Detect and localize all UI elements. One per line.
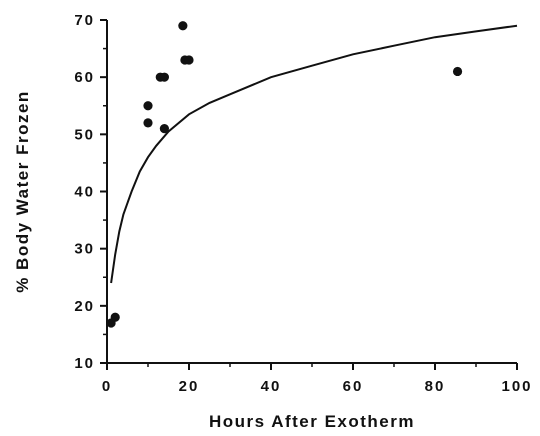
tick-labels-layer: 10 20 30 40 50 60 70 0 20 40 60 80 100 [74, 12, 532, 395]
data-point [184, 55, 194, 65]
y-tick-label: 20 [74, 298, 95, 315]
y-tick-label: 40 [74, 184, 95, 201]
x-tick-label: 100 [501, 378, 532, 395]
y-tick-label: 30 [74, 241, 95, 258]
x-axis-title: Hours After Exotherm [209, 412, 415, 431]
y-tick-label: 60 [74, 69, 95, 86]
data-point [110, 312, 120, 322]
axes [100, 19, 518, 370]
y-tick-label: 70 [74, 12, 95, 29]
y-tick-label: 10 [74, 355, 95, 372]
data-point [452, 66, 463, 77]
fit-curve-layer [110, 24, 518, 284]
x-tick-label: 20 [179, 378, 200, 395]
data-point [178, 21, 188, 31]
fit-curve [110, 24, 518, 284]
x-tick-label: 60 [343, 378, 364, 395]
y-tick-label: 50 [74, 126, 95, 143]
x-tick-label: 0 [102, 378, 112, 395]
y-axis-title: % Body Water Frozen [13, 90, 32, 293]
data-point [143, 118, 153, 128]
data-point [143, 101, 153, 111]
data-point [159, 72, 169, 82]
data-point [159, 124, 169, 134]
x-tick-label: 80 [425, 378, 446, 395]
x-tick-label: 40 [261, 378, 282, 395]
data-points-layer [106, 21, 463, 328]
